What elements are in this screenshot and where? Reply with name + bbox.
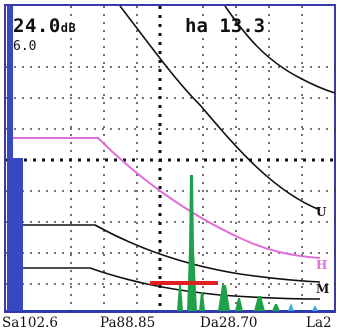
- pa-readout: Pa88.85: [100, 315, 156, 331]
- gain-value-text: 24.0: [13, 15, 61, 37]
- noise-signals: [288, 303, 318, 311]
- la-readout: La2: [306, 315, 332, 331]
- sa-readout: Sa102.6: [2, 315, 58, 331]
- initial-pulse-ringdown: [13, 158, 23, 311]
- echo-signals: [177, 175, 280, 311]
- gain-unit: dB: [60, 21, 77, 35]
- gate-bar[interactable]: [150, 281, 218, 285]
- dac-curve-top: [119, 5, 321, 211]
- initial-pulse: [7, 6, 13, 311]
- dac-curve-lower-2: [10, 267, 321, 300]
- gain-readout: 24.0dB: [13, 15, 76, 37]
- curve-label-m: M: [316, 282, 330, 296]
- ha-readout: ha 13.3: [185, 15, 266, 37]
- curve-label-h: H: [316, 258, 328, 272]
- dac-curve-upper-secondary: [224, 5, 336, 94]
- dac-curve-lower-1: [10, 224, 321, 283]
- da-readout: Da28.70: [200, 315, 258, 331]
- center-crosshair[interactable]: [6, 6, 335, 311]
- curve-label-u: U: [316, 205, 327, 219]
- dac-curve-reference: [10, 137, 321, 259]
- measurement-bar: Sa102.6 Pa88.85 Da28.70 La2: [0, 313, 342, 331]
- gain-step-readout: 6.0: [13, 39, 37, 54]
